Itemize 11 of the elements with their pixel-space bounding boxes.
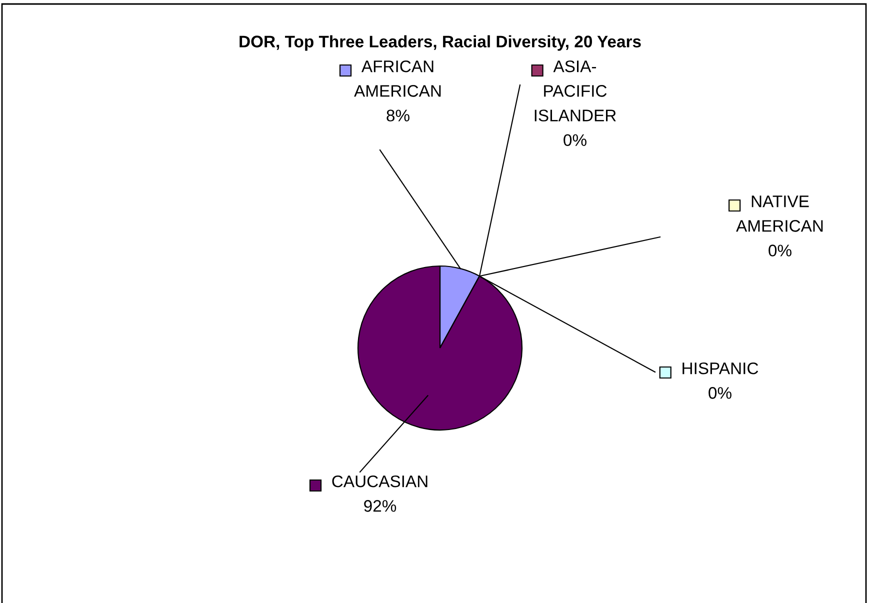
- text: 0%: [768, 244, 792, 256]
- chart-title: DOR, Top Three Leaders, Racial Diversity, 20 Years: [240, 35, 641, 51]
- text: 0%: [708, 387, 732, 399]
- data-label: 92%: [364, 500, 396, 512]
- legend-label: NATIVE AMERICAN: [736, 196, 823, 232]
- legend-label: CAUCASIAN: [332, 475, 428, 488]
- data-label: 8%: [386, 110, 410, 122]
- text: 0%: [564, 134, 586, 146]
- legend-label: HISPANIC: [682, 362, 758, 374]
- legend-label: AFRICAN AMERICAN: [354, 60, 441, 97]
- legend-label: ASIA-PACIFIC ISLANDER: [534, 60, 616, 122]
